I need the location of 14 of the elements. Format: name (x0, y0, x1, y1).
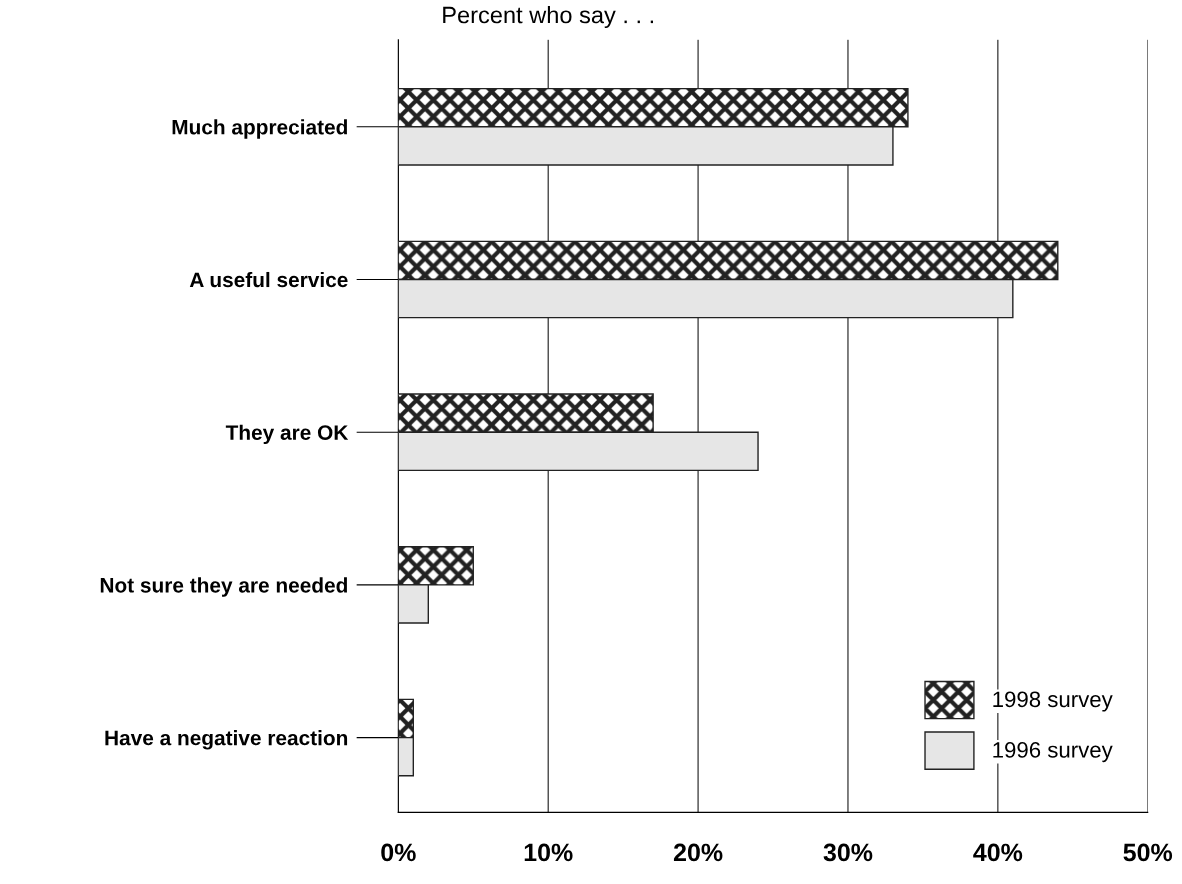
x-tick-label: 40% (973, 843, 1023, 862)
x-tick-label: 0% (381, 843, 416, 862)
legend-label: 1996 survey (993, 742, 1113, 763)
x-tick-label: 50% (1123, 843, 1173, 862)
x-tick-label: 10% (524, 843, 573, 862)
chart-title: Percent who say . . . (443, 6, 654, 29)
y-tick-label: Not sure they are needed (100, 577, 347, 597)
y-tick-label: They are OK (225, 424, 349, 445)
x-tick-label: 20% (673, 843, 723, 862)
legend-label: 1998 survey (993, 691, 1113, 712)
x-tick-label: 30% (823, 843, 873, 862)
y-tick-label: Have a negative reaction (105, 730, 348, 750)
y-tick-label: A useful service (189, 271, 348, 288)
y-tick-label: Much appreciated (172, 119, 347, 139)
